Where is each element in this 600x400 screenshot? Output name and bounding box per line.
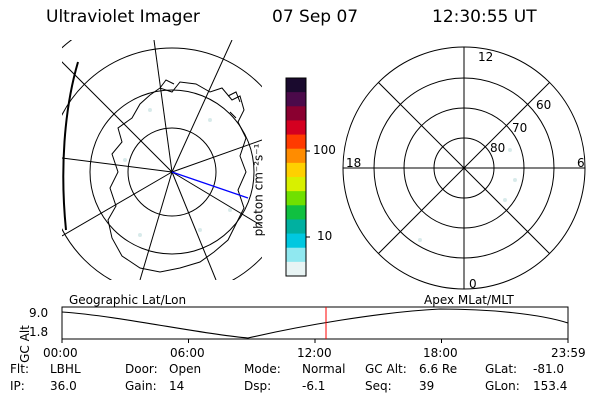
xtick-6: 06:00 <box>170 346 205 360</box>
colorbar-segment <box>286 205 306 220</box>
colorbar-tick-10: 10 <box>317 229 333 243</box>
xtick-2359: 23:59 <box>551 346 586 360</box>
colorbar-segment <box>286 120 306 136</box>
mlat-label-70: 70 <box>512 121 528 135</box>
info-label: Door: <box>125 362 158 376</box>
colorbar-segment <box>286 247 306 263</box>
colorbar-tick-100: 100 <box>313 143 336 157</box>
colorbar-segment <box>286 233 306 249</box>
colorbar-segment <box>286 177 306 192</box>
mlat-label-80: 80 <box>490 141 506 155</box>
mlt-label-12: 12 <box>478 50 494 64</box>
info-value: Open <box>169 362 202 376</box>
info-label: GLat: <box>485 362 518 376</box>
xtick-12: 12:00 <box>297 346 332 360</box>
info-value: 153.4 <box>533 379 568 393</box>
info-value: -81.0 <box>533 362 565 376</box>
mlt-label-6: 6 <box>577 156 585 170</box>
geographic-caption: Geographic Lat/Lon <box>69 293 187 307</box>
xtick-18: 18:00 <box>423 346 458 360</box>
colorbar-segment <box>286 191 306 206</box>
colorbar-segment <box>286 162 306 178</box>
colorbar-segment <box>286 92 306 107</box>
time-label: 12:30:55 UT <box>432 7 537 27</box>
info-value: 6.6 Re <box>419 362 458 376</box>
ytick-1.8: 1.8 <box>29 325 49 339</box>
info-value: 14 <box>169 379 185 393</box>
colorbar-segment <box>286 134 306 150</box>
info-value: 39 <box>419 379 435 393</box>
mlt-label-18: 18 <box>346 156 362 170</box>
colorbar-segment <box>286 106 306 121</box>
apex-caption: Apex MLat/MLT <box>424 293 514 307</box>
info-value: -6.1 <box>302 379 326 393</box>
info-label: IP: <box>10 379 25 393</box>
colorbar-segment <box>286 78 306 93</box>
info-label: Mode: <box>244 362 281 376</box>
info-label: GLon: <box>485 379 520 393</box>
colorbar-segment <box>286 219 306 235</box>
altitude-curve <box>61 308 569 339</box>
date-label: 07 Sep 07 <box>272 7 359 27</box>
colorbar-segment <box>286 148 306 164</box>
mlat-label-60: 60 <box>536 98 552 112</box>
info-label: Gain: <box>125 379 157 393</box>
xtick-0: 00:00 <box>43 346 78 360</box>
info-label: Seq: <box>365 379 392 393</box>
mlt-label-0: 0 <box>469 277 477 291</box>
colorbar-segment <box>286 261 306 277</box>
info-value: Normal <box>302 362 346 376</box>
instrument-title: Ultraviolet Imager <box>46 7 200 27</box>
info-value: LBHL <box>50 362 81 376</box>
info-label: GC Alt: <box>365 362 407 376</box>
info-value: 36.0 <box>50 379 77 393</box>
info-label: Dsp: <box>244 379 272 393</box>
info-label: Flt: <box>10 362 29 376</box>
ytick-9: 9.0 <box>29 306 49 320</box>
